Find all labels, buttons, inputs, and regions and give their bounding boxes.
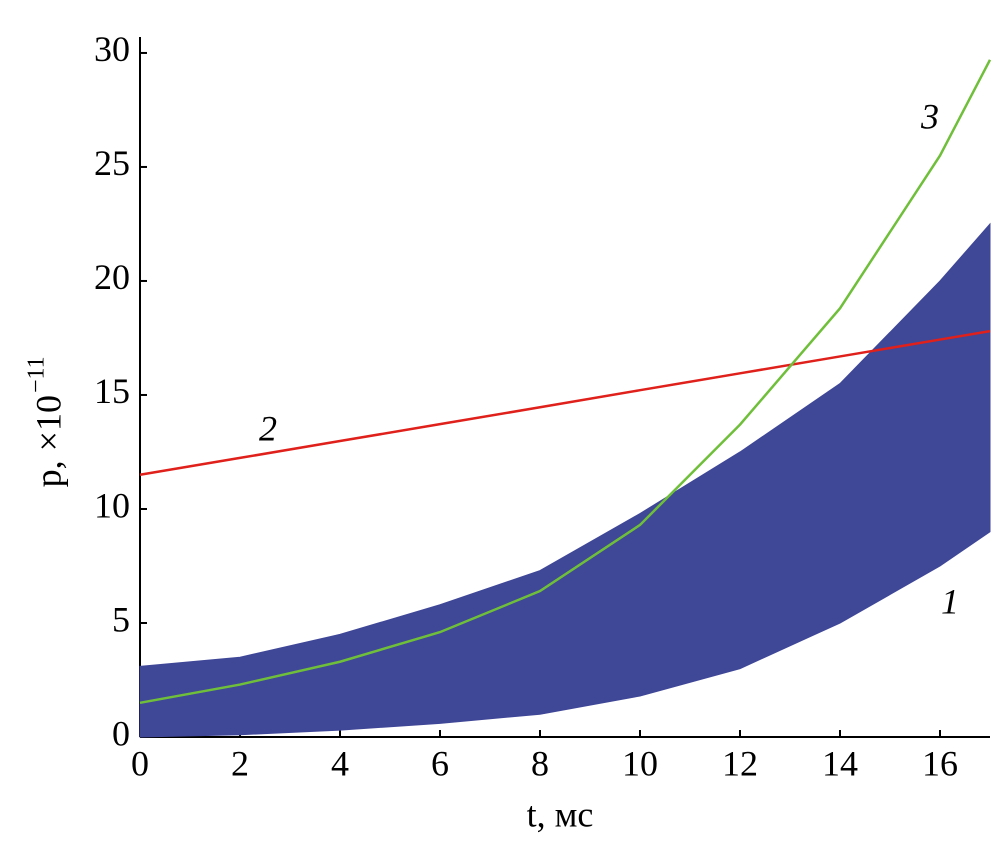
y-tick-label: 15 (94, 371, 130, 411)
series-label: 3 (920, 96, 939, 136)
x-tick-label: 4 (331, 743, 349, 783)
y-tick-label: 0 (112, 713, 130, 753)
x-tick-label: 6 (431, 743, 449, 783)
x-tick-label: 14 (822, 743, 858, 783)
x-tick-label: 10 (622, 743, 658, 783)
y-axis-label: p, ×10 (28, 395, 68, 487)
line (139, 329, 991, 477)
series-label: 2 (259, 408, 277, 448)
y-tick-label: 25 (94, 143, 130, 183)
x-tick-label: 8 (531, 743, 549, 783)
y-tick-label: 5 (112, 599, 130, 639)
x-tick-label: 16 (922, 743, 958, 783)
series-label: 1 (941, 581, 959, 621)
y-tick-label: 20 (94, 257, 130, 297)
y-tick-label: 30 (94, 29, 130, 69)
x-tick-label: 0 (131, 743, 149, 783)
band-area (139, 222, 991, 738)
x-axis-label: t, мс (527, 794, 594, 834)
x-tick-label: 2 (231, 743, 249, 783)
x-tick-label: 12 (722, 743, 758, 783)
y-axis-label-exponent: −11 (24, 356, 50, 393)
line (139, 59, 992, 705)
y-axis-label-group: p, ×10 −11 (24, 356, 69, 487)
y-tick-label: 10 (94, 485, 130, 525)
